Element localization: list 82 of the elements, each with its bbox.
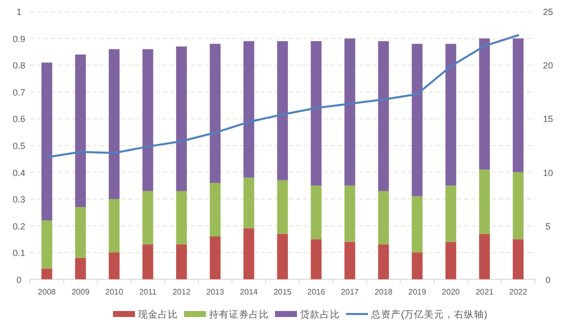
x-tick-label: 2009 <box>72 287 90 296</box>
y2-tick-label: 20 <box>542 60 554 71</box>
x-tick-label: 2022 <box>509 287 528 296</box>
bar <box>277 234 288 280</box>
y-tick-label: 0.8 <box>12 60 26 71</box>
bar <box>445 44 456 186</box>
y-tick-label: 0.4 <box>12 168 26 178</box>
x-tick-label: 2008 <box>38 287 56 296</box>
bar <box>310 239 322 280</box>
bar <box>512 239 524 280</box>
y2-tick-label: 5 <box>545 221 551 232</box>
legend-label: 贷款占比 <box>300 308 340 320</box>
bar <box>75 258 86 280</box>
bar <box>445 242 456 280</box>
bar <box>344 186 356 242</box>
x-tick-label: 2012 <box>172 287 191 296</box>
bar <box>243 228 254 280</box>
y2-tick-label: 0 <box>545 274 551 285</box>
bar <box>41 62 52 220</box>
bar <box>310 186 322 240</box>
bar <box>41 220 52 269</box>
y-tick-label: 1 <box>16 7 22 18</box>
bar <box>277 41 288 180</box>
bar <box>412 196 423 253</box>
bar <box>344 38 356 186</box>
x-tick-label: 2014 <box>240 287 258 296</box>
line-series <box>46 34 520 158</box>
legend-label: 总资产(万亿美元，右纵轴) <box>370 308 488 320</box>
bar <box>142 49 154 191</box>
y2-tick-label: 25 <box>542 7 554 18</box>
bar <box>243 41 254 178</box>
x-tick-label: 2017 <box>340 287 360 296</box>
bar <box>277 180 288 234</box>
x-tick-label: 2015 <box>274 287 292 296</box>
bar <box>176 46 187 191</box>
x-tick-label: 2018 <box>374 287 393 296</box>
y-tick-label: 0.7 <box>12 87 26 98</box>
bar <box>378 41 389 191</box>
bar <box>310 41 322 186</box>
legend-label: 现金占比 <box>138 308 178 320</box>
bar <box>142 244 154 280</box>
y2-tick-label: 10 <box>542 168 554 178</box>
x-tick-label: 2016 <box>307 287 326 296</box>
bar <box>108 199 120 253</box>
bar <box>108 49 120 200</box>
bar <box>378 244 389 280</box>
y-tick-label: 0 <box>16 274 22 285</box>
bar <box>479 38 490 170</box>
bar <box>210 44 221 183</box>
bar <box>479 234 490 280</box>
y-tick-label: 0.3 <box>12 194 26 205</box>
x-tick-label: 2011 <box>139 287 157 296</box>
y-tick-label: 0.6 <box>12 114 26 124</box>
y-tick-label: 0.1 <box>12 248 26 258</box>
bar <box>142 190 154 245</box>
x-tick-label: 2020 <box>442 287 460 296</box>
y-tick-label: 0.9 <box>12 34 26 44</box>
bar <box>412 44 423 196</box>
bar <box>243 178 254 228</box>
bar <box>41 268 52 280</box>
y-tick-label: 0.2 <box>12 221 26 232</box>
bar <box>512 38 524 172</box>
bar <box>176 190 187 245</box>
y-tick-label: 0.5 <box>12 141 26 151</box>
bar <box>75 54 86 208</box>
bar <box>210 236 221 280</box>
bar <box>512 172 524 240</box>
bar <box>176 244 187 280</box>
x-tick-label: 2010 <box>105 287 124 296</box>
bar <box>378 190 389 245</box>
bar <box>445 186 456 242</box>
bar <box>479 170 490 234</box>
bar <box>344 242 356 280</box>
x-tick-label: 2013 <box>206 287 225 296</box>
bar <box>412 252 423 280</box>
bar <box>108 252 120 280</box>
x-tick-label: 2019 <box>408 287 427 296</box>
bar <box>75 207 86 258</box>
y2-tick-label: 15 <box>542 114 554 124</box>
bar <box>210 182 221 236</box>
x-tick-label: 2021 <box>476 287 494 296</box>
legend-label: 持有证券占比 <box>209 308 269 320</box>
